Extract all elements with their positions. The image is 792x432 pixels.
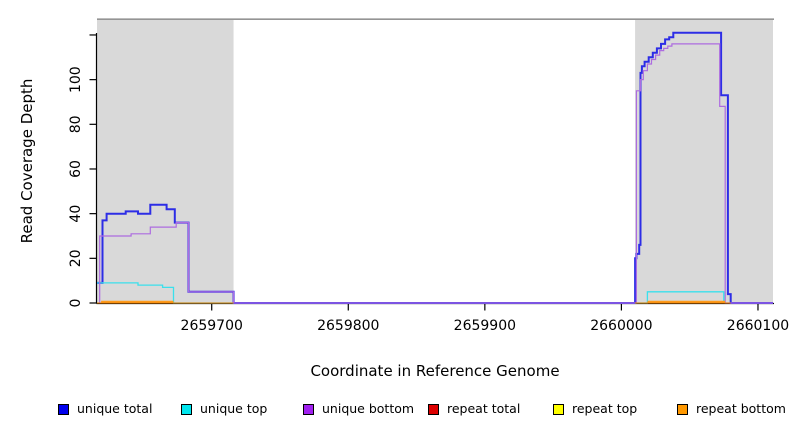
legend-label: unique total [77, 401, 153, 416]
legend-item-repeat-total: repeat total [428, 401, 520, 417]
y-tick-label: 0 [68, 299, 84, 308]
legend-item-unique-total: unique total [58, 401, 152, 417]
x-tick-label: 2659900 [454, 318, 516, 334]
y-tick-label: 80 [68, 115, 84, 133]
legend-swatch-icon [181, 403, 192, 415]
legend-item-repeat-top: repeat top [553, 401, 637, 417]
legend-label: repeat bottom [696, 401, 786, 416]
legend-item-repeat-bottom: repeat bottom [677, 401, 786, 417]
series-line-unique-total [97, 31, 773, 304]
y-axis-title: Read Coverage Depth [18, 78, 36, 244]
y-tick-label: 60 [68, 160, 84, 178]
series-line-unique-bottom [99, 43, 773, 304]
legend-item-unique-top: unique top [181, 401, 267, 417]
y-tick-label: 40 [68, 205, 84, 223]
legend-swatch-icon [428, 403, 439, 415]
legend-label: unique top [200, 401, 268, 416]
series-line-unique-top [97, 282, 234, 304]
y-tick-label: 20 [68, 249, 84, 267]
x-axis-title: Coordinate in Reference Genome [310, 362, 560, 380]
legend-label: repeat top [572, 401, 638, 416]
legend-item-unique-bottom: unique bottom [303, 401, 414, 417]
legend-label: unique bottom [322, 401, 415, 416]
legend-swatch-icon [303, 403, 314, 415]
legend: unique total unique top unique bottom repea… [0, 401, 792, 421]
x-tick-label: 2660100 [727, 318, 789, 334]
legend-swatch-icon [553, 403, 564, 415]
shaded-region [635, 20, 773, 304]
legend-swatch-icon [58, 403, 69, 415]
y-tick-label: 100 [68, 66, 84, 93]
x-tick-label: 2659700 [181, 318, 243, 334]
shaded-region [97, 20, 234, 304]
x-tick-label: 2660000 [590, 318, 652, 334]
x-tick-label: 2659800 [317, 318, 379, 334]
legend-swatch-icon [677, 403, 688, 415]
legend-label: repeat total [447, 401, 521, 416]
